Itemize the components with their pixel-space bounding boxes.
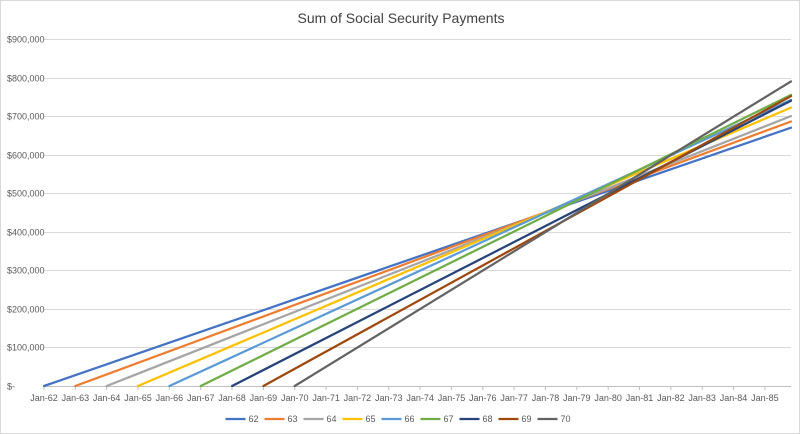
legend-label: 62 (249, 414, 259, 424)
x-tick-label: Jan-62 (30, 393, 58, 403)
x-tick-label: Jan-69 (250, 393, 278, 403)
x-tick-label: Jan-64 (93, 393, 121, 403)
x-tick-label: Jan-71 (312, 393, 340, 403)
series-line-67 (199, 93, 793, 388)
y-axis-tick-labels: $- $100,000 $200,000 $300,000 $400,000 $500,0… (7, 35, 45, 392)
x-tick-label: Jan-74 (406, 393, 434, 403)
legend-label: 67 (444, 414, 454, 424)
x-tick-label: Jan-81 (626, 393, 654, 403)
x-tick-label: Jan-77 (500, 393, 528, 403)
y-tick-label: $- (7, 382, 15, 392)
legend-label: 65 (366, 414, 376, 424)
legend-item-68: 68 (459, 414, 493, 424)
x-tick-label: Jan-79 (563, 393, 591, 403)
x-tick-label: Jan-63 (62, 393, 90, 403)
series-line-69 (262, 94, 793, 388)
legend-label: 69 (522, 414, 532, 424)
series-line-65 (136, 106, 793, 388)
y-tick-label: $700,000 (7, 112, 45, 122)
x-tick-label: Jan-84 (720, 393, 748, 403)
x-tick-label: Jan-82 (657, 393, 685, 403)
x-tick-label: Jan-75 (438, 393, 466, 403)
legend-item-67: 67 (420, 414, 454, 424)
x-tick-label: Jan-68 (218, 393, 246, 403)
legend-item-62: 62 (225, 414, 259, 424)
series-lines (42, 80, 793, 388)
x-tick-label: Jan-85 (751, 393, 779, 403)
y-tick-label: $500,000 (7, 189, 45, 199)
series-line-66 (168, 98, 793, 388)
chart-title: Sum of Social Security Payments (298, 10, 505, 26)
x-tick-label: Jan-72 (344, 393, 372, 403)
legend-label: 68 (483, 414, 493, 424)
legend-label: 70 (561, 414, 571, 424)
x-axis-tick-labels: Jan-62 Jan-63 Jan-64 Jan-65 Jan-66 Jan-67 Jan-… (30, 386, 779, 403)
y-tick-label: $400,000 (7, 228, 45, 238)
legend-item-65: 65 (342, 414, 376, 424)
legend-item-64: 64 (303, 414, 337, 424)
series-line-68 (230, 99, 793, 388)
y-tick-label: $900,000 (7, 35, 45, 45)
x-tick-label: Jan-67 (187, 393, 215, 403)
series-line-70 (293, 80, 793, 388)
legend-label: 63 (288, 414, 298, 424)
legend-item-70: 70 (537, 414, 571, 424)
legend-item-63: 63 (264, 414, 298, 424)
legend: 62 63 64 65 66 67 68 69 70 (225, 414, 571, 424)
legend-label: 66 (405, 414, 415, 424)
x-tick-label: Jan-76 (469, 393, 497, 403)
x-tick-label: Jan-73 (375, 393, 403, 403)
legend-label: 64 (327, 414, 337, 424)
y-tick-label: $600,000 (7, 151, 45, 161)
legend-item-69: 69 (498, 414, 532, 424)
series-line-64 (105, 114, 793, 388)
y-tick-label: $800,000 (7, 74, 45, 84)
y-tick-label: $100,000 (7, 343, 45, 353)
series-line-63 (74, 120, 793, 388)
x-tick-label: Jan-83 (688, 393, 716, 403)
x-tick-label: Jan-78 (532, 393, 560, 403)
x-tick-label: Jan-66 (156, 393, 184, 403)
x-tick-label: Jan-65 (124, 393, 152, 403)
series-line-62 (42, 126, 793, 388)
legend-item-66: 66 (381, 414, 415, 424)
x-tick-label: Jan-70 (281, 393, 309, 403)
x-tick-label: Jan-80 (594, 393, 622, 403)
y-tick-label: $300,000 (7, 266, 45, 276)
gridlines (44, 39, 791, 387)
y-tick-label: $200,000 (7, 305, 45, 315)
